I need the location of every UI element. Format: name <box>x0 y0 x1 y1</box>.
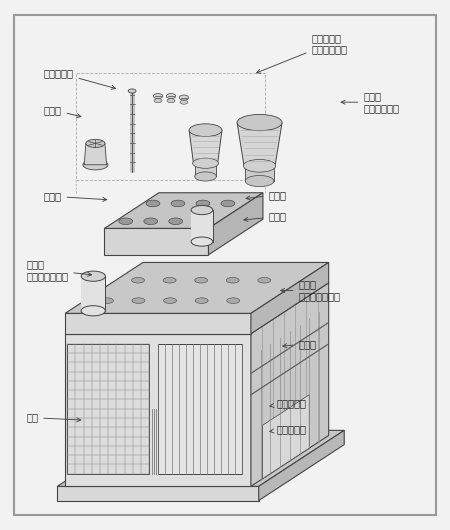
Polygon shape <box>68 344 149 474</box>
Polygon shape <box>65 334 251 487</box>
Text: 液面検出器: 液面検出器 <box>44 68 116 90</box>
Ellipse shape <box>163 278 176 283</box>
Polygon shape <box>81 276 105 311</box>
Ellipse shape <box>195 298 208 303</box>
Text: 防爆防沫栓
（ベント形）: 防爆防沫栓 （ベント形） <box>256 33 347 73</box>
Polygon shape <box>237 122 282 166</box>
Ellipse shape <box>132 298 145 303</box>
Ellipse shape <box>227 298 240 303</box>
Text: 防沫板: 防沫板 <box>246 190 286 200</box>
Text: 最低液面線: 最低液面線 <box>270 424 307 434</box>
Ellipse shape <box>154 99 162 103</box>
Ellipse shape <box>189 124 222 137</box>
Ellipse shape <box>163 298 176 303</box>
Ellipse shape <box>258 278 271 283</box>
Ellipse shape <box>195 278 207 283</box>
Ellipse shape <box>86 139 105 147</box>
Polygon shape <box>263 395 309 479</box>
Polygon shape <box>251 262 328 334</box>
Ellipse shape <box>128 89 136 93</box>
Polygon shape <box>84 144 107 165</box>
Polygon shape <box>58 430 344 487</box>
Ellipse shape <box>83 160 108 170</box>
Polygon shape <box>65 262 328 313</box>
Polygon shape <box>58 487 259 500</box>
Ellipse shape <box>191 237 213 246</box>
Ellipse shape <box>196 200 210 207</box>
Text: 陽極板
（クラッド式）: 陽極板 （クラッド式） <box>281 280 341 301</box>
Polygon shape <box>208 193 263 255</box>
Polygon shape <box>245 166 274 181</box>
Ellipse shape <box>81 271 105 281</box>
Text: 最高液面線: 最高液面線 <box>270 399 307 409</box>
Ellipse shape <box>191 206 213 215</box>
Text: 陰極板
（ペースト式）: 陰極板 （ペースト式） <box>26 259 92 281</box>
Text: 注液栓: 注液栓 <box>44 105 81 118</box>
Polygon shape <box>104 193 263 228</box>
Ellipse shape <box>131 278 144 283</box>
Ellipse shape <box>221 200 235 207</box>
Polygon shape <box>195 163 216 176</box>
Ellipse shape <box>245 175 274 187</box>
Text: 陽極柱: 陽極柱 <box>244 211 286 222</box>
Ellipse shape <box>237 114 282 131</box>
Ellipse shape <box>167 99 175 103</box>
Ellipse shape <box>180 100 188 104</box>
Polygon shape <box>158 344 242 474</box>
Polygon shape <box>65 283 328 334</box>
Ellipse shape <box>171 200 185 207</box>
Ellipse shape <box>100 298 113 303</box>
Ellipse shape <box>193 158 219 169</box>
Polygon shape <box>191 210 213 242</box>
Ellipse shape <box>195 172 216 181</box>
Polygon shape <box>189 130 222 163</box>
Ellipse shape <box>144 218 158 225</box>
Ellipse shape <box>153 93 163 99</box>
Ellipse shape <box>194 218 207 225</box>
Polygon shape <box>259 430 344 500</box>
Polygon shape <box>65 313 251 334</box>
Text: 隔離板: 隔離板 <box>283 339 316 349</box>
Text: 触媒栓
（シール形）: 触媒栓 （シール形） <box>341 91 399 113</box>
Ellipse shape <box>169 218 183 225</box>
Polygon shape <box>104 228 208 255</box>
Text: 陰極柱: 陰極柱 <box>44 191 107 201</box>
Ellipse shape <box>119 218 133 225</box>
Text: 電槽: 電槽 <box>26 413 81 422</box>
Ellipse shape <box>146 200 160 207</box>
Ellipse shape <box>243 160 276 172</box>
Ellipse shape <box>166 93 176 99</box>
Ellipse shape <box>179 95 189 100</box>
Ellipse shape <box>226 278 239 283</box>
Polygon shape <box>251 283 328 487</box>
Ellipse shape <box>81 306 105 316</box>
